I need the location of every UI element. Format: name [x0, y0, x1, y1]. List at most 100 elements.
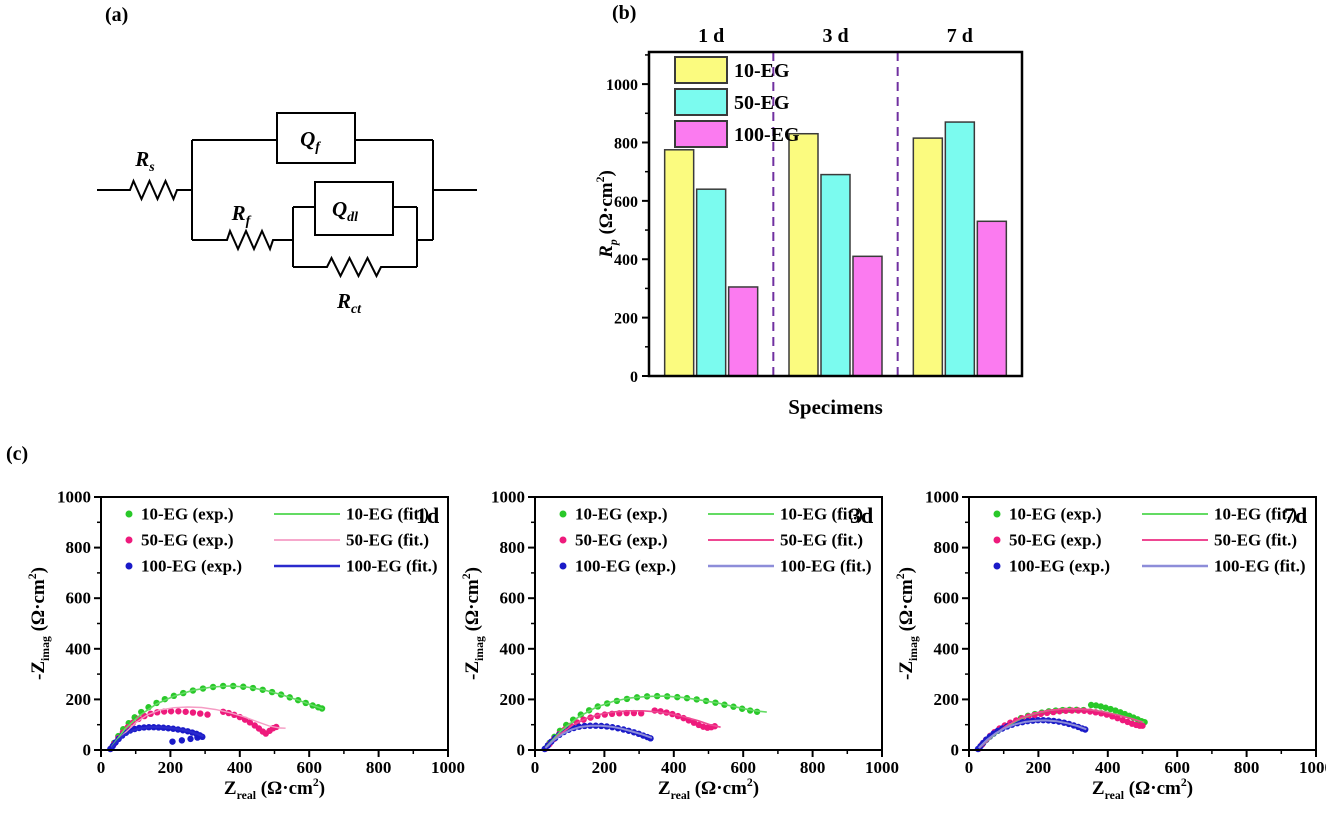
y-tick-label: 400	[614, 252, 638, 269]
legend-swatch-50-EG	[674, 88, 728, 116]
exp-point-50-EG (exp.)	[189, 709, 197, 716]
x-tick-label: 200	[1026, 758, 1052, 777]
axis-label-sup: 2	[1181, 776, 1187, 789]
axis-label-post: )	[28, 567, 49, 573]
time-tag: 7d	[1284, 503, 1307, 528]
exp-point-50-EG (exp.)	[246, 719, 254, 726]
y-tick-label: 0	[517, 741, 526, 760]
y-axis-title: -Zimag (Ω·cm2)	[894, 567, 920, 680]
circuit-diagram: Rs Qf Rf Qdl Rct	[97, 112, 477, 317]
axis-label-mid: (Ω·cm	[256, 778, 313, 799]
legend-marker-50-EG (exp.)	[993, 536, 1001, 544]
y-tick-label: 400	[500, 639, 526, 658]
bar-10-EG	[788, 132, 819, 377]
exp-point-50-EG (exp.)	[1119, 716, 1126, 724]
x-tick-label: 400	[1095, 758, 1121, 777]
y-tick-label: 600	[66, 589, 92, 608]
axis-box	[647, 50, 1024, 378]
legend-swatch-100-EG	[674, 120, 728, 148]
axis-label-sub: imag	[39, 636, 52, 661]
legend-label: 10-EG	[734, 60, 790, 82]
x-tick-label: 0	[965, 758, 974, 777]
nyquist-plot-3d: 0 200 400 600 800 1000 0 200 400 600 800 1000 10-EG …	[460, 488, 899, 803]
axis-label-mid: (Ω·cm	[1124, 778, 1181, 799]
legend-marker-100-EG (exp.)	[125, 562, 133, 570]
exp-point-100-EG (exp.)	[178, 737, 186, 744]
legend-label: 100-EG (fit.)	[346, 557, 438, 576]
legend-label: 10-EG (exp.)	[575, 505, 668, 524]
legend-label: 10-EG (exp.)	[1009, 505, 1102, 524]
axis-label-sup: 2	[26, 573, 39, 579]
legend-label: 10-EG (fit.)	[346, 505, 429, 524]
x-tick-label: 1000	[1299, 758, 1326, 777]
exp-point-100-EG (exp.)	[169, 738, 176, 745]
x-axis-title: Zreal (Ω·cm2)	[658, 776, 759, 802]
y-tick-label: 400	[934, 639, 960, 658]
legend-label: 50-EG (fit.)	[1214, 531, 1297, 550]
legend-label: 50-EG (exp.)	[141, 531, 234, 550]
axis-label-mid: (Ω·cm	[462, 579, 483, 636]
axis-label-sup: 2	[747, 776, 753, 789]
fit-line-100-EG (fit.)	[544, 724, 653, 749]
x-tick-label: 600	[730, 758, 756, 777]
axis-label-post: )	[462, 567, 483, 573]
legend-swatch-10-EG	[674, 56, 728, 84]
x-tick-label: 400	[227, 758, 253, 777]
y-tick-label: 0	[951, 741, 960, 760]
axis-box	[534, 496, 883, 751]
nyquist-plot-1d: 0 200 400 600 800 1000 0 200 400 600 800 1000 10-EG …	[26, 488, 465, 803]
legend-label: 50-EG (exp.)	[575, 531, 668, 550]
x-tick-label: 0	[97, 758, 106, 777]
axis-label-sub: imag	[473, 636, 486, 661]
exp-point-10-EG (exp.)	[1097, 703, 1105, 710]
x-tick-label: 1000	[865, 758, 899, 777]
axis-box	[100, 496, 449, 751]
axis-label-sub: real	[237, 789, 257, 802]
fit-line-50-EG (fit.)	[978, 707, 1143, 749]
panel-b-label: (b)	[612, 2, 637, 24]
legend-marker-100-EG (exp.)	[993, 562, 1001, 570]
fit-line-10-EG (fit.)	[110, 685, 324, 748]
axis-label-sup: 2	[894, 573, 907, 579]
axis-label-sub: imag	[907, 636, 920, 661]
exp-point-10-EG (exp.)	[1102, 704, 1109, 711]
panel-a-label: (a)	[105, 4, 129, 26]
legend-label: 100-EG (exp.)	[575, 557, 676, 576]
axis-label-main: -Z	[28, 661, 49, 680]
group-label: 7 d	[947, 25, 973, 47]
y-axis-title: -Zimag (Ω·cm2)	[460, 567, 486, 680]
input-wire-and-rs-resistor	[97, 178, 192, 202]
rct-label: Rct	[336, 289, 362, 317]
y-tick-label: 600	[934, 589, 960, 608]
rs-label: Rs	[134, 147, 155, 175]
exp-point-50-EG (exp.)	[651, 707, 658, 714]
legend-label: 50-EG	[734, 92, 790, 114]
exp-point-10-EG (exp.)	[1092, 702, 1100, 709]
y-tick-label: 1000	[491, 488, 525, 507]
y-tick-label: 800	[500, 538, 526, 557]
x-tick-label: 200	[158, 758, 184, 777]
legend-marker-10-EG (exp.)	[559, 510, 567, 518]
axis-label-main: -Z	[462, 661, 483, 680]
bar-100-EG	[852, 255, 883, 377]
y-tick-label: 1000	[57, 488, 91, 507]
qf-label: Qf	[300, 127, 321, 155]
y-tick-label: 1000	[925, 488, 959, 507]
y-tick-label: 800	[614, 135, 638, 152]
axis-label-mid: (Ω·cm	[896, 579, 917, 636]
rct-resistor-wire	[293, 255, 417, 279]
time-tag: 1d	[416, 503, 439, 528]
legend-marker-50-EG (exp.)	[559, 536, 567, 544]
group-label: 1 d	[698, 25, 724, 47]
exp-point-10-EG (exp.)	[1112, 707, 1119, 714]
legend-label: 10-EG (exp.)	[141, 505, 234, 524]
nyquist-plot-7d: 0 200 400 600 800 1000 0 200 400 600 800 1000 10-EG …	[894, 488, 1326, 803]
fit-line-100-EG (fit.)	[978, 719, 1087, 749]
axis-label-post: )	[753, 778, 759, 799]
x-axis-title: Zreal (Ω·cm2)	[1092, 776, 1193, 802]
x-tick-label: 0	[531, 758, 540, 777]
x-tick-label: 200	[592, 758, 618, 777]
bar-50-EG	[944, 121, 976, 377]
y-tick-label: 600	[500, 589, 526, 608]
